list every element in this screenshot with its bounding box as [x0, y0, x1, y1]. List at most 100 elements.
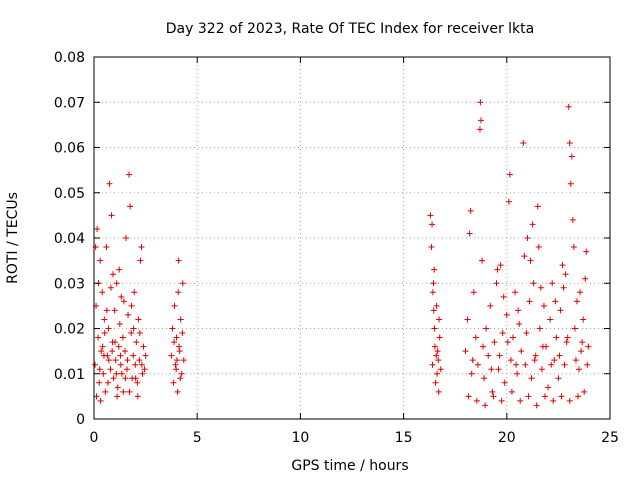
data-point [175, 289, 182, 296]
data-point [547, 316, 554, 323]
data-point [535, 244, 542, 251]
data-point [125, 311, 132, 318]
data-point [575, 393, 582, 400]
y-tick-label: 0.03 [54, 276, 85, 292]
data-point [113, 280, 120, 287]
data-point [428, 244, 435, 251]
data-point [566, 139, 573, 146]
data-point [173, 357, 180, 364]
data-point [176, 343, 183, 350]
data-point [521, 253, 528, 260]
data-point [581, 388, 588, 395]
data-point [124, 366, 131, 373]
data-point [98, 348, 105, 355]
x-tick-label: 15 [395, 430, 413, 446]
data-point [433, 352, 440, 359]
data-point [117, 361, 124, 368]
data-point [130, 325, 137, 332]
data-point [564, 334, 571, 341]
data-point [105, 357, 112, 364]
data-point [580, 316, 587, 323]
data-point [173, 366, 180, 373]
data-point [122, 375, 129, 382]
data-point [579, 339, 586, 346]
data-point [558, 393, 565, 400]
data-point [105, 325, 112, 332]
data-point [434, 348, 441, 355]
x-tick-label: 10 [291, 430, 309, 446]
y-axis-label: ROTI / TECUs [5, 192, 21, 284]
x-tick-label: 25 [601, 430, 619, 446]
data-point [96, 366, 103, 373]
data-point [109, 271, 116, 278]
data-point [180, 357, 187, 364]
data-point [137, 257, 144, 264]
data-point [97, 257, 104, 264]
data-point [124, 357, 131, 364]
data-point [464, 316, 471, 323]
data-point [536, 325, 543, 332]
data-point [132, 375, 139, 382]
data-point [582, 275, 589, 282]
data-point [485, 352, 492, 359]
data-point [99, 343, 106, 350]
data-point [133, 339, 140, 346]
data-point [496, 352, 503, 359]
data-point [568, 153, 575, 160]
data-point [121, 348, 128, 355]
data-point [578, 348, 585, 355]
data-point [556, 352, 563, 359]
data-point [566, 397, 573, 404]
data-point [530, 280, 537, 287]
data-point [432, 379, 439, 386]
data-point [168, 352, 175, 359]
grid-lines [94, 57, 610, 419]
data-point [436, 334, 443, 341]
data-point [505, 198, 512, 205]
data-point [99, 289, 106, 296]
x-axis-ticks: 0 5 10 15 20 25 [90, 57, 619, 446]
data-point [553, 334, 560, 341]
data-point [103, 307, 110, 314]
data-point [477, 99, 484, 106]
data-point [520, 139, 527, 146]
data-point [476, 126, 483, 133]
data-point [113, 370, 120, 377]
data-point [516, 320, 523, 327]
data-point [97, 397, 104, 404]
data-point [120, 298, 127, 305]
data-point [177, 375, 184, 382]
data-point [537, 284, 544, 291]
data-point [119, 334, 126, 341]
data-point [467, 207, 474, 214]
chart-title: Day 322 of 2023, Rate Of TEC Index for r… [166, 21, 534, 37]
data-point [479, 257, 486, 264]
data-point [171, 339, 178, 346]
data-point [132, 361, 139, 368]
data-point [551, 357, 558, 364]
data-point [140, 343, 147, 350]
data-point [118, 370, 125, 377]
data-point [573, 298, 580, 305]
data-point [506, 171, 513, 178]
data-point [466, 230, 473, 237]
data-point [531, 357, 538, 364]
y-tick-label: 0.05 [54, 186, 85, 202]
data-point [490, 393, 497, 400]
data-point [128, 330, 135, 337]
data-point [523, 330, 530, 337]
data-point [136, 330, 143, 337]
data-point [549, 280, 556, 287]
data-point [539, 343, 546, 350]
data-point [436, 316, 443, 323]
data-point [92, 361, 99, 368]
data-point [101, 316, 108, 323]
data-point [501, 379, 508, 386]
data-point [109, 348, 116, 355]
data-point [430, 280, 437, 287]
y-tick-label: 0.04 [54, 231, 85, 247]
data-point [561, 361, 568, 368]
data-point [431, 343, 438, 350]
data-points [92, 99, 592, 409]
data-point [139, 370, 146, 377]
